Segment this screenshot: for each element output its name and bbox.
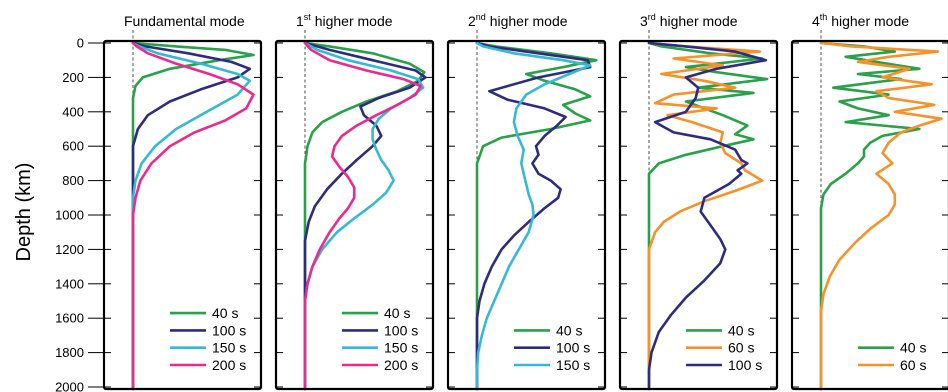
series-line-100s (647, 41, 768, 389)
y-tick-label: 1600 (55, 311, 84, 326)
panel-title: 1st higher mode (296, 12, 393, 29)
panel-title-main: 4 (812, 13, 820, 29)
series-line-40s (131, 41, 255, 389)
series-line-40s (475, 41, 598, 389)
y-tick-label: 1400 (55, 276, 84, 291)
y-tick-label: 2000 (55, 380, 84, 392)
series-line-150s (303, 41, 425, 389)
panel-title: 3rd higher mode (640, 12, 738, 29)
y-tick-label: 0 (77, 36, 84, 51)
panel-title-main: Fundamental mode (124, 13, 245, 29)
panel-frame (446, 39, 607, 391)
panel-frame (618, 39, 779, 391)
legend-label: 150 s (212, 340, 246, 356)
panel-frame (790, 39, 948, 391)
panel-title-superscript: th (820, 12, 828, 22)
series-line-60s (647, 41, 764, 389)
panel-title-superscript: rd (648, 12, 656, 22)
y-tick-label: 800 (62, 173, 84, 188)
series-line-100s (303, 41, 427, 389)
panel-title-superscript: st (304, 12, 312, 22)
panel-title: 4th higher mode (812, 12, 909, 29)
legend-label: 100 s (384, 322, 418, 338)
series-line-40s (647, 41, 769, 389)
panel-title-rest: higher mode (486, 13, 568, 29)
y-axis-ticks: 0 200 400 600 800 1000 1200 1400 1600 1800 2000 (55, 36, 104, 392)
series-line-100s (131, 41, 252, 389)
panel-title-rest: higher mode (311, 13, 393, 29)
legend-label: 40 s (212, 305, 238, 321)
y-axis-label: Depth (km) (13, 163, 35, 262)
panel-title-superscript: nd (476, 12, 486, 22)
legend-label: 40 s (556, 322, 582, 338)
series-line-200s (131, 41, 255, 389)
legend-label: 150 s (384, 340, 418, 356)
panel-title: Fundamental mode (124, 13, 245, 29)
legend-label: 150 s (556, 357, 590, 373)
panel-frame (274, 39, 435, 391)
panel-5: 4th higher mode 40 s60 s (790, 12, 948, 391)
series-line-200s (303, 41, 422, 389)
legend-label: 200 s (384, 357, 418, 373)
legend-label: 40 s (900, 340, 926, 356)
legend-label: 60 s (728, 340, 754, 356)
legend-label: 100 s (212, 322, 246, 338)
legend-label: 100 s (728, 357, 762, 373)
y-tick-label: 1200 (55, 242, 84, 257)
legend-label: 40 s (728, 322, 754, 338)
series-line-40s (819, 41, 921, 389)
panel-title-rest: higher mode (827, 13, 909, 29)
y-tick-label: 600 (62, 139, 84, 154)
y-tick-label: 400 (62, 104, 84, 119)
y-tick-label: 200 (62, 70, 84, 85)
legend-label: 40 s (384, 305, 410, 321)
legend-label: 100 s (556, 340, 590, 356)
panel-title-main: 2 (468, 13, 476, 29)
panel-frame (102, 39, 263, 391)
legend-label: 60 s (900, 357, 926, 373)
panel-title: 2nd higher mode (468, 12, 568, 29)
legend-label: 200 s (212, 357, 246, 373)
series-line-100s (475, 41, 592, 389)
y-tick-label: 1000 (55, 208, 84, 223)
panel-title-main: 3 (640, 13, 648, 29)
y-tick-label: 1800 (55, 345, 84, 360)
series-line-60s (819, 41, 943, 389)
series-line-150s (131, 41, 252, 389)
panel-title-rest: higher mode (656, 13, 738, 29)
panel-title-main: 1 (296, 13, 304, 29)
series-line-150s (475, 41, 592, 389)
